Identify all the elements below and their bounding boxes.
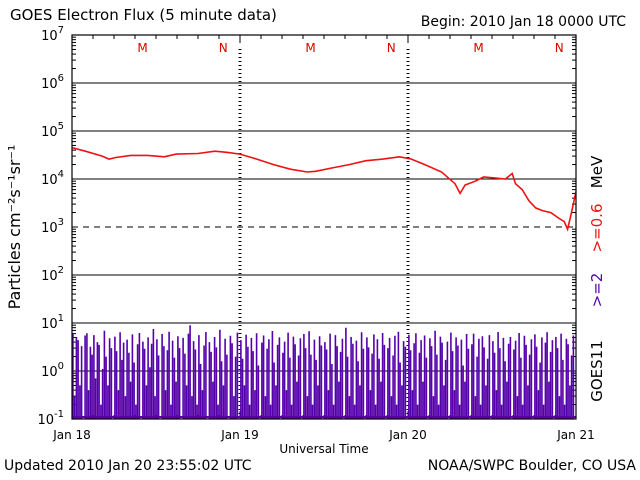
x-tick-label: Jan 20 [388, 428, 427, 442]
energy-high-label: >=0.6 [588, 204, 606, 253]
y-tick-label: 103 [41, 217, 64, 236]
energy-unit-label: MeV [588, 155, 606, 188]
chart-title: GOES Electron Flux (5 minute data) [10, 6, 277, 24]
x-tick-label: Jan 18 [52, 428, 91, 442]
y-tick-label: 101 [41, 313, 64, 332]
begin-time: Begin: 2010 Jan 18 0000 UTC [420, 14, 626, 30]
data-source: NOAA/SWPC Boulder, CO USA [427, 458, 636, 474]
local-time-marker: M [305, 41, 315, 55]
series-high-energy [71, 146, 577, 232]
plot-frame [71, 34, 577, 420]
local-time-marker: M [473, 41, 483, 55]
y-tick-label: 100 [41, 361, 64, 380]
x-axis-label: Universal Time [279, 442, 368, 456]
local-time-marker: N [387, 41, 396, 55]
x-tick-label: Jan 19 [220, 428, 259, 442]
y-tick-label: 105 [41, 121, 64, 140]
updated-time: Updated 2010 Jan 20 23:55:02 UTC [4, 458, 252, 474]
y-tick-label: 107 [41, 25, 64, 44]
energy-low-label: >=2 [588, 273, 606, 308]
x-tick-label: Jan 21 [556, 428, 595, 442]
local-time-marker: M [137, 41, 147, 55]
y-axis-label: Particles cm⁻²s⁻¹sr⁻¹ [5, 145, 24, 310]
y-tick-label: 106 [41, 73, 64, 92]
y-tick-label: 102 [41, 265, 64, 284]
satellite-label: GOES11 [588, 340, 606, 402]
y-tick-label: 10-1 [37, 409, 64, 428]
series-low-energy [72, 325, 575, 419]
y-tick-label: 104 [41, 169, 64, 188]
local-time-marker: N [555, 41, 564, 55]
local-time-marker: N [219, 41, 228, 55]
